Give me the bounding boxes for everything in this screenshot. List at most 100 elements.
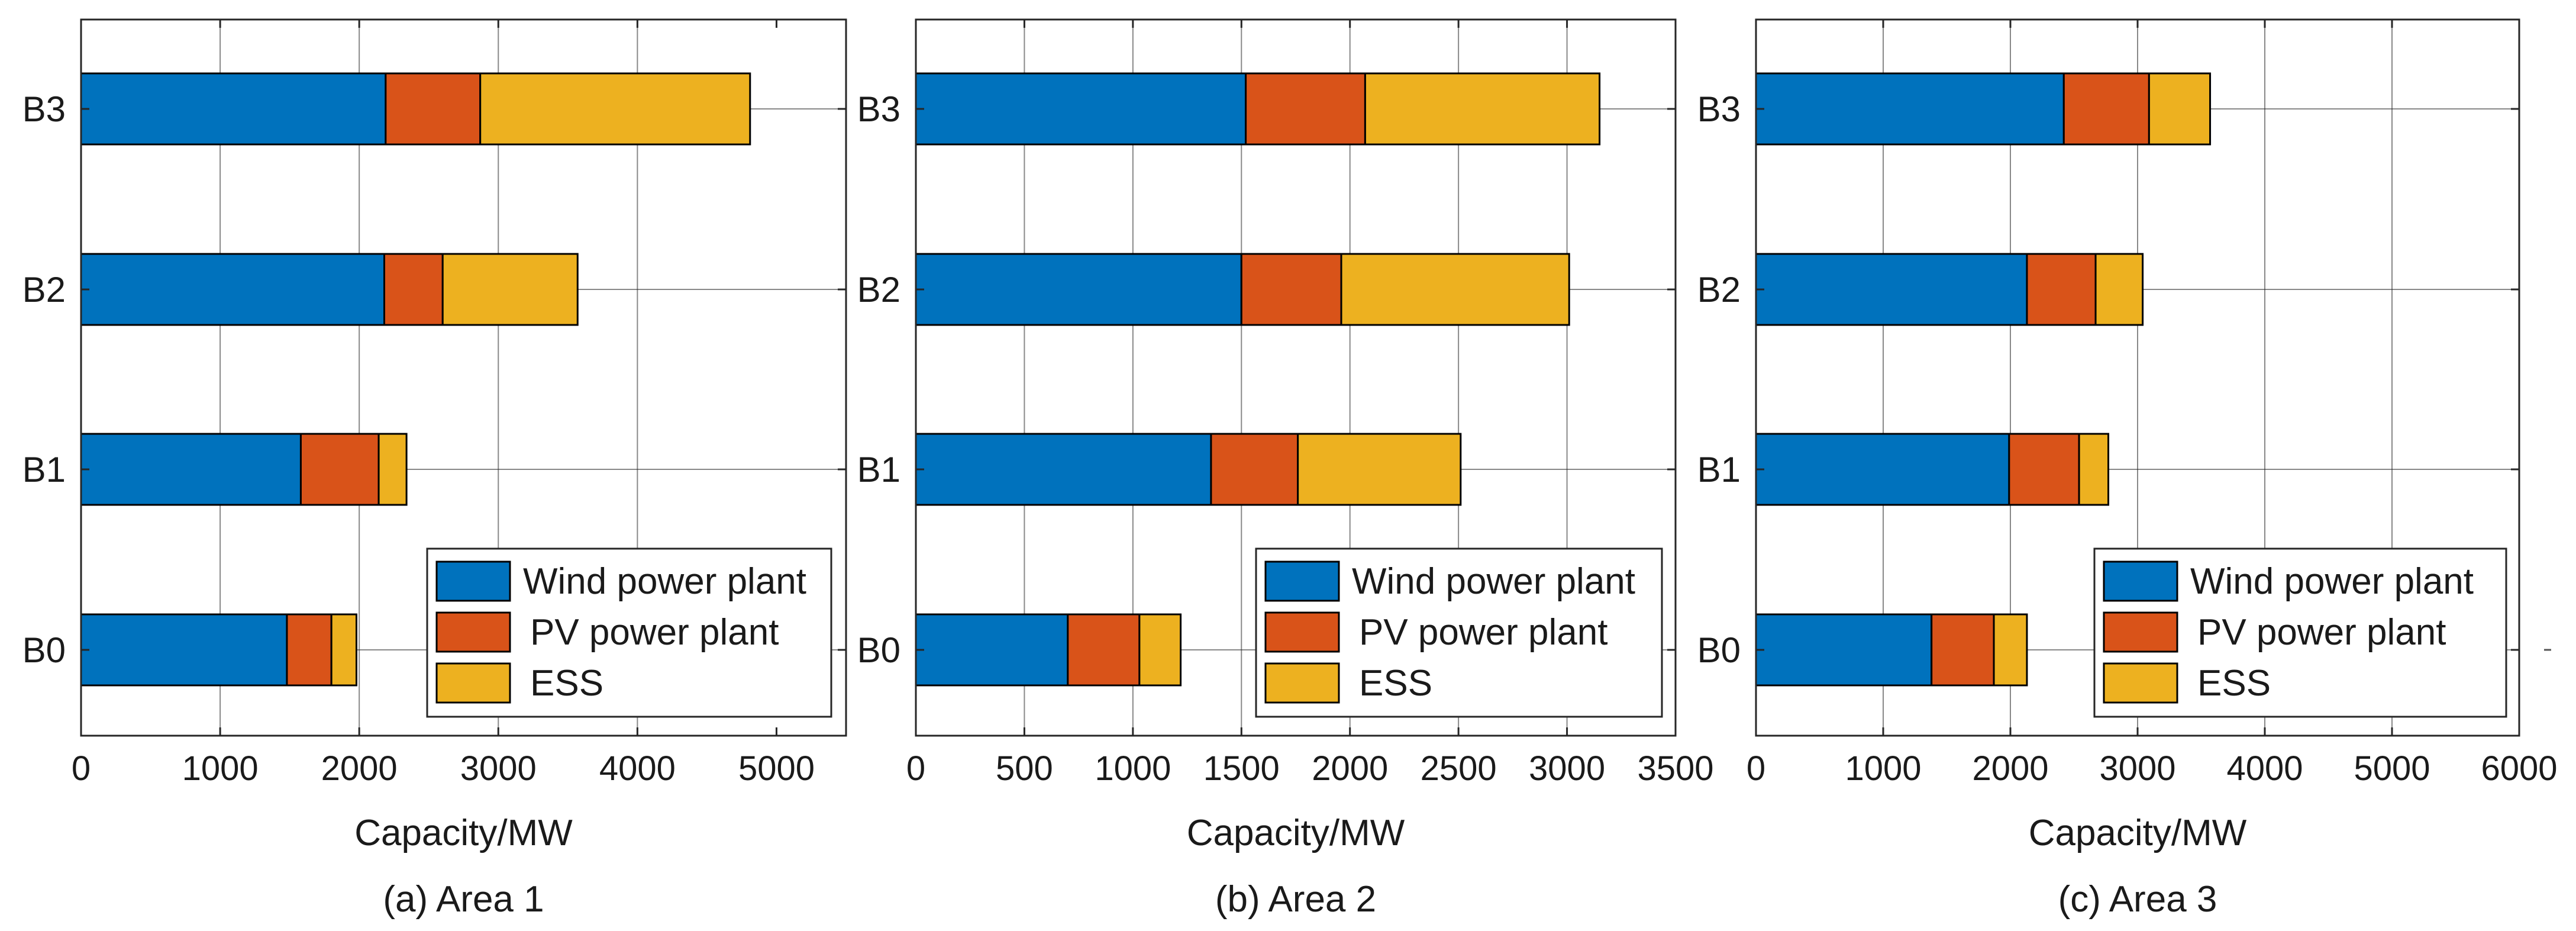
bar-b0-pv: [1067, 613, 1141, 687]
bar-b2-wind: [80, 253, 385, 326]
legend-label-pv: PV power plant: [2197, 612, 2446, 653]
bar-b3-wind: [915, 72, 1247, 146]
x-axis-label: Capacity/MW: [354, 813, 573, 853]
bar-b3-pv: [1245, 72, 1366, 146]
bar-b1-pv: [2008, 433, 2080, 506]
legend: Wind power plant PV power plant ESS: [426, 547, 832, 718]
bar-b1-ess: [377, 433, 408, 506]
y-category-label: B0: [1697, 630, 1741, 670]
bar-b0-wind: [1755, 613, 1933, 687]
x-tick-label: 2000: [1312, 749, 1388, 788]
bar-b0-ess: [1993, 613, 2028, 687]
legend-swatch-ess: [1264, 662, 1340, 704]
bar-b3-pv: [2062, 72, 2150, 146]
y-category-label: B1: [1697, 450, 1741, 489]
y-category-label: B2: [22, 270, 66, 310]
y-category-label: B1: [22, 450, 66, 489]
panel-caption: (b) Area 2: [1215, 879, 1376, 920]
bar-b2-pv: [383, 253, 444, 326]
bar-b1-wind: [915, 433, 1212, 506]
legend-swatch-pv: [1264, 611, 1340, 653]
legend-swatch-pv: [2103, 611, 2178, 653]
panel-caption: (c) Area 3: [2058, 879, 2217, 920]
bar-b2-pv: [2026, 253, 2097, 326]
legend-label-wind: Wind power plant: [1352, 561, 1635, 602]
bar-b2-wind: [915, 253, 1242, 326]
bar-b0-ess: [330, 613, 357, 687]
x-tick-label: 0: [906, 749, 925, 788]
x-tick-label: 2000: [1972, 749, 2048, 788]
bar-b0-wind: [915, 613, 1069, 687]
bar-b2-ess: [1340, 253, 1570, 326]
bar-b0-wind: [80, 613, 288, 687]
bar-b0-pv: [286, 613, 333, 687]
bar-b3-pv: [385, 72, 482, 146]
bar-b1-pv: [1210, 433, 1299, 506]
y-category-label: B3: [22, 89, 66, 129]
y-category-label: B3: [1697, 89, 1741, 129]
bar-b1-wind: [80, 433, 302, 506]
legend-label-ess: ESS: [2197, 663, 2271, 704]
y-category-label: B2: [1697, 270, 1741, 310]
axes-box: [80, 18, 847, 737]
bar-b1-wind: [1755, 433, 2010, 506]
x-tick-label: 0: [72, 749, 91, 788]
bar-b3-ess: [1364, 72, 1601, 146]
x-tick-label: 3000: [2099, 749, 2175, 788]
x-tick-label: 3000: [460, 749, 537, 788]
legend-label-wind: Wind power plant: [523, 561, 806, 602]
bar-b1-ess: [2078, 433, 2110, 506]
x-tick-label: 5000: [738, 749, 815, 788]
y-category-label: B0: [22, 630, 66, 670]
chart-panel-3: 0 1000 2000 3000 4000 5000 6000 B0 B1 B2 B3 Capacit…: [1697, 18, 2558, 920]
y-category-label: B0: [857, 630, 900, 670]
bar-b2-ess: [2094, 253, 2144, 326]
x-tick-label: 4000: [599, 749, 676, 788]
bar-b2-ess: [441, 253, 579, 326]
bar-b2-wind: [1755, 253, 2028, 326]
legend-label-ess: ESS: [1359, 663, 1432, 704]
bar-b3-wind: [1755, 72, 2065, 146]
bar-b0-pv: [1931, 613, 1995, 687]
x-tick-label: 1000: [182, 749, 259, 788]
legend-swatch-wind: [2103, 560, 2178, 602]
chart-panel-2: 0 500 1000 1500 2000 2500 3000 3500 B0 B1 B2 B3 Capa…: [857, 18, 1714, 920]
x-tick-label: 1000: [1095, 749, 1171, 788]
x-tick-label: 6000: [2481, 749, 2557, 788]
bar-b1-ess: [1297, 433, 1462, 506]
y-category-label: B1: [857, 450, 900, 489]
legend-label-pv: PV power plant: [530, 612, 779, 653]
x-axis-label: Capacity/MW: [1187, 813, 1405, 853]
x-tick-label: 5000: [2354, 749, 2430, 788]
bar-b3-ess: [479, 72, 751, 146]
legend-swatch-ess: [2103, 662, 2178, 704]
x-tick-label: 1000: [1845, 749, 1921, 788]
chart-panel-1: 0 1000 2000 3000 4000 5000 B0 B1 B2 B3 Capacity/MW…: [22, 18, 847, 920]
legend-label-pv: PV power plant: [1359, 612, 1607, 653]
bar-b3-ess: [2148, 72, 2212, 146]
x-tick-label: 2500: [1421, 749, 1497, 788]
bar-b0-ess: [1138, 613, 1182, 687]
y-category-label: B2: [857, 270, 900, 310]
x-tick-label: 3000: [1529, 749, 1605, 788]
panel-caption: (a) Area 1: [383, 879, 544, 920]
legend-swatch-wind: [1264, 560, 1340, 602]
x-tick-label: 2000: [321, 749, 398, 788]
x-tick-label: 1500: [1203, 749, 1280, 788]
legend-swatch-wind: [435, 560, 511, 602]
legend-label-ess: ESS: [530, 663, 603, 704]
legend: Wind power plant PV power plant ESS: [1255, 547, 1663, 718]
x-tick-label: 4000: [2226, 749, 2303, 788]
bar-b2-pv: [1240, 253, 1342, 326]
bar-b1-pv: [299, 433, 380, 506]
legend-swatch-pv: [435, 611, 511, 653]
x-tick-label: 3500: [1637, 749, 1713, 788]
x-axis-label: Capacity/MW: [2029, 813, 2247, 853]
bar-b3-wind: [80, 72, 387, 146]
y-category-label: B3: [857, 89, 900, 129]
x-tick-label: 0: [1747, 749, 1765, 788]
x-tick-label: 500: [996, 749, 1053, 788]
legend-swatch-ess: [435, 662, 511, 704]
legend: Wind power plant PV power plant ESS: [2093, 547, 2507, 718]
